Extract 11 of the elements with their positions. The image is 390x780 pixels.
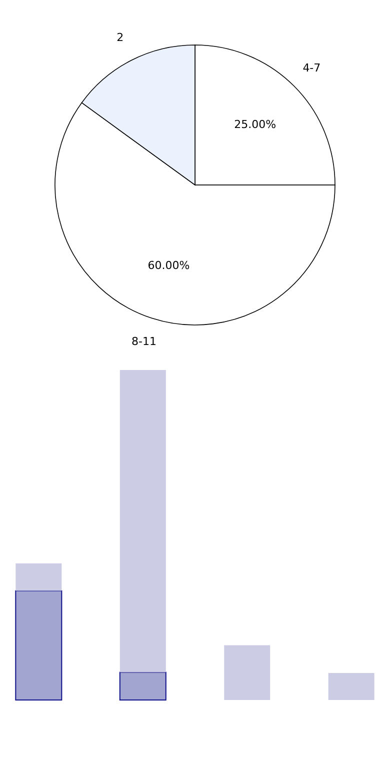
slice-label: 2 bbox=[116, 30, 124, 44]
bar bbox=[224, 645, 270, 700]
slice-label: 8-11 bbox=[132, 334, 156, 348]
slice-label: 4-7 bbox=[302, 61, 321, 74]
bar bbox=[120, 370, 166, 672]
bar bbox=[16, 563, 62, 591]
data-label: 60.00% bbox=[148, 258, 190, 272]
bar bbox=[119, 672, 166, 700]
bar bbox=[328, 672, 374, 700]
data-label: 25.00% bbox=[234, 118, 276, 131]
bar bbox=[15, 590, 62, 700]
